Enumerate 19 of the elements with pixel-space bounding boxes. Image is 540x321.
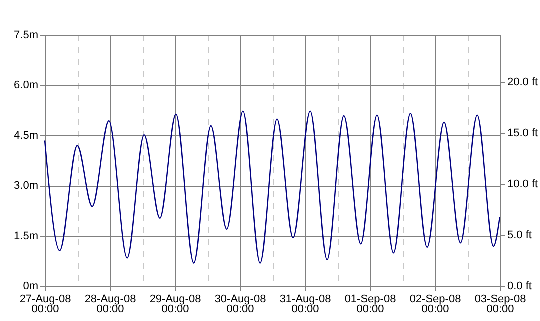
y2-tick-label: 5.0 ft [508, 229, 532, 242]
x-tick-label: 30-Aug-08 00:00 [214, 294, 266, 316]
y2-tick-label: 10.0 ft [508, 178, 538, 190]
x-tick-label: 31-Aug-08 00:00 [280, 294, 332, 316]
y-tick-label: 6.0m [14, 80, 38, 92]
x-tick-label: 28-Aug-08 00:00 [84, 294, 136, 316]
x-tick-label: 27-Aug-08 00:00 [20, 294, 72, 316]
y2-tick-label: 0.0 ft [508, 280, 532, 292]
y-tick-label: 7.5m [14, 30, 38, 42]
y-tick-label: 3.0m [14, 180, 38, 192]
y-tick-label: 1.5m [14, 230, 38, 242]
y2-tick-label: 20.0 ft [508, 76, 538, 88]
x-tick-label: 29-Aug-08 00:00 [150, 294, 202, 316]
x-tick-label: 03-Sep-08 00:00 [474, 294, 526, 316]
y-tick-label: 0m [23, 280, 38, 292]
y-tick-label: 4.5m [14, 130, 38, 142]
y2-tick-label: 15.0 ft [508, 127, 538, 140]
x-tick-label: 01-Sep-08 00:00 [344, 294, 396, 316]
x-tick-label: 02-Sep-08 00:00 [410, 294, 462, 316]
